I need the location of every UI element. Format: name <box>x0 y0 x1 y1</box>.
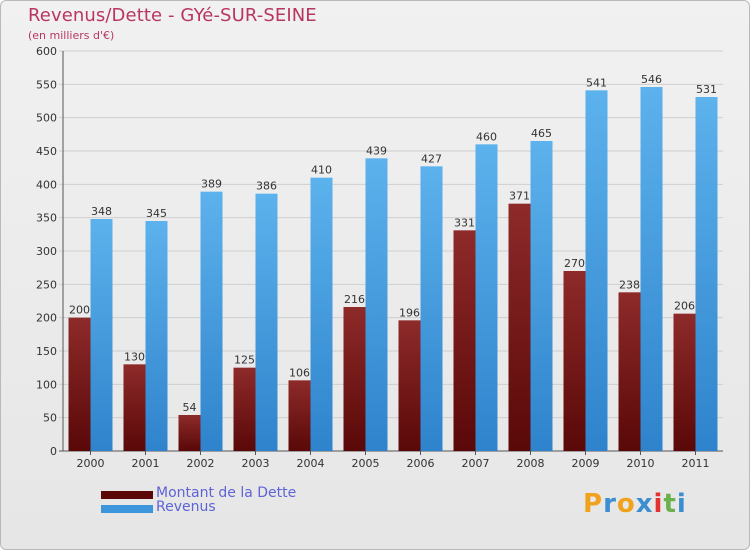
bar-revenus <box>365 158 388 452</box>
legend-swatch-revenus <box>101 505 153 513</box>
proxiti-logo: Proxiti <box>583 489 687 519</box>
bar-dette <box>343 307 366 451</box>
x-tick-label: 2006 <box>407 457 435 470</box>
data-label: 270 <box>564 257 585 270</box>
x-tick-label: 2004 <box>297 457 325 470</box>
y-tick-label: 250 <box>36 278 57 291</box>
bar-revenus <box>420 166 443 452</box>
logo-letter: i <box>653 489 664 519</box>
bar-revenus <box>585 90 608 451</box>
bar-revenus <box>200 191 223 451</box>
data-label: 238 <box>619 278 640 291</box>
x-tick-label: 2001 <box>132 457 160 470</box>
data-label: 216 <box>344 293 365 306</box>
bar-revenus <box>310 177 333 451</box>
logo-letter: i <box>676 489 687 519</box>
x-tick-label: 2008 <box>517 457 545 470</box>
bar-dette <box>123 364 146 451</box>
data-label: 331 <box>454 216 475 229</box>
data-label: 196 <box>399 306 420 319</box>
y-tick-label: 600 <box>36 45 57 58</box>
y-tick-label: 500 <box>36 112 57 125</box>
bar-dette <box>508 203 531 451</box>
bar-dette <box>398 320 421 451</box>
y-tick-label: 350 <box>36 212 57 225</box>
x-tick-label: 2007 <box>462 457 490 470</box>
data-label: 371 <box>509 190 530 203</box>
y-tick-label: 0 <box>50 445 57 458</box>
data-label: 465 <box>531 127 552 140</box>
x-tick-label: 2009 <box>572 457 600 470</box>
data-label: 427 <box>421 152 442 165</box>
bar-revenus <box>530 141 553 451</box>
legend-label-dette: Montant de la Dette <box>156 485 297 501</box>
logo-letter: t <box>663 489 677 519</box>
y-tick-label: 150 <box>36 345 57 358</box>
data-label: 54 <box>183 401 197 414</box>
y-tick-label: 300 <box>36 245 57 258</box>
bar-revenus <box>255 193 278 451</box>
bar-dette <box>453 230 476 451</box>
bar-dette <box>618 292 641 451</box>
x-tick-label: 2005 <box>352 457 380 470</box>
bar-revenus <box>145 221 168 451</box>
y-tick-label: 200 <box>36 312 57 325</box>
chart-subtitle: (en milliers d'€) <box>28 29 115 42</box>
data-label: 439 <box>366 144 387 157</box>
bar-dette <box>233 367 256 451</box>
x-tick-label: 2011 <box>682 457 710 470</box>
x-tick-label: 2002 <box>187 457 215 470</box>
data-label: 386 <box>256 180 277 193</box>
data-label: 206 <box>674 300 695 313</box>
data-label: 125 <box>234 354 255 367</box>
data-label: 200 <box>69 304 90 317</box>
data-label: 541 <box>586 76 607 89</box>
legend-label-revenus: Revenus <box>156 499 216 515</box>
logo-letter: P <box>583 489 604 519</box>
bar-revenus <box>640 87 663 451</box>
bar-revenus <box>475 144 498 452</box>
y-tick-label: 50 <box>43 412 57 425</box>
data-label: 546 <box>641 73 662 86</box>
data-label: 345 <box>146 207 167 220</box>
chart-title: Revenus/Dette - GYé-SUR-SEINE <box>28 5 317 26</box>
bar-dette <box>68 317 91 451</box>
data-label: 460 <box>476 130 497 143</box>
bar-dette <box>563 271 586 451</box>
data-label: 389 <box>201 178 222 191</box>
y-tick-label: 450 <box>36 145 57 158</box>
data-label: 531 <box>696 83 717 96</box>
y-tick-label: 550 <box>36 78 57 91</box>
logo-letter: o <box>616 489 636 519</box>
data-label: 106 <box>289 366 310 379</box>
data-label: 348 <box>91 205 112 218</box>
data-label: 130 <box>124 350 145 363</box>
bar-revenus <box>695 97 718 451</box>
legend-swatch-dette <box>101 491 153 499</box>
x-tick-label: 2000 <box>77 457 105 470</box>
y-tick-label: 400 <box>36 178 57 191</box>
logo-letter: r <box>603 489 617 519</box>
bar-dette <box>673 313 696 451</box>
bar-dette <box>288 380 311 451</box>
bar-dette <box>178 415 201 451</box>
data-label: 410 <box>311 164 332 177</box>
x-tick-label: 2010 <box>627 457 655 470</box>
x-tick-label: 2003 <box>242 457 270 470</box>
bar-revenus <box>90 219 113 451</box>
y-tick-label: 100 <box>36 378 57 391</box>
logo-letter: x <box>635 489 654 519</box>
